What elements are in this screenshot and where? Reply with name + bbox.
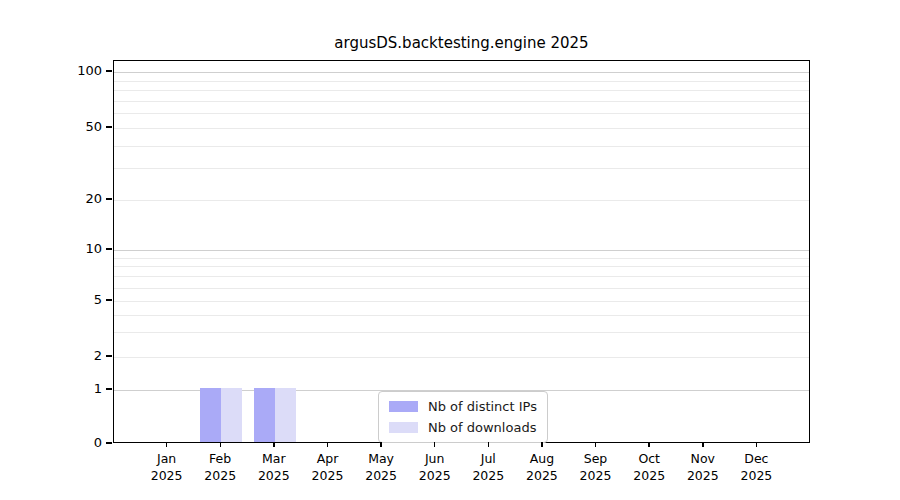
y-tick bbox=[106, 198, 112, 200]
x-tick bbox=[648, 442, 650, 447]
x-tick bbox=[756, 442, 758, 447]
bar-nb-of-distinct-ips-feb-2025 bbox=[200, 388, 221, 442]
x-tick bbox=[541, 442, 543, 447]
x-tick-label-year: 2025 bbox=[724, 467, 788, 484]
gridline-minor bbox=[114, 276, 809, 277]
y-tick-label: 2 bbox=[58, 348, 102, 364]
x-tick-label-month: Dec bbox=[724, 450, 788, 467]
y-tick bbox=[106, 442, 112, 444]
x-tick bbox=[380, 442, 382, 447]
bar-nb-of-downloads-feb-2025 bbox=[221, 388, 242, 442]
y-tick-label: 5 bbox=[58, 292, 102, 308]
gridline-major bbox=[114, 250, 809, 251]
gridline-minor bbox=[114, 168, 809, 169]
gridline-minor bbox=[114, 315, 809, 316]
x-tick bbox=[220, 442, 222, 447]
legend-label-downloads: Nb of downloads bbox=[428, 420, 536, 435]
plot-area bbox=[113, 60, 810, 443]
y-tick bbox=[106, 355, 112, 357]
y-tick bbox=[106, 299, 112, 301]
bar-nb-of-distinct-ips-mar-2025 bbox=[254, 388, 275, 442]
x-tick bbox=[273, 442, 275, 447]
x-tick bbox=[595, 442, 597, 447]
figure: argusDS.backtesting.engine 2025 Nb of di… bbox=[0, 0, 900, 500]
x-tick bbox=[166, 442, 168, 447]
gridline-major bbox=[114, 72, 809, 73]
gridline-minor bbox=[114, 90, 809, 91]
legend-label-distinct-ips: Nb of distinct IPs bbox=[428, 399, 537, 414]
gridline-minor bbox=[114, 332, 809, 333]
gridline-minor bbox=[114, 200, 809, 201]
gridline-minor bbox=[114, 301, 809, 302]
legend-item-distinct-ips: Nb of distinct IPs bbox=[389, 399, 537, 414]
gridline-minor bbox=[114, 146, 809, 147]
x-tick bbox=[702, 442, 704, 447]
y-tick bbox=[106, 70, 112, 72]
gridline-minor bbox=[114, 81, 809, 82]
x-tick bbox=[488, 442, 490, 447]
legend: Nb of distinct IPs Nb of downloads bbox=[378, 391, 548, 443]
gridline-minor bbox=[114, 113, 809, 114]
gridline-minor bbox=[114, 258, 809, 259]
legend-item-downloads: Nb of downloads bbox=[389, 420, 537, 435]
y-tick bbox=[106, 248, 112, 250]
x-tick-label: Dec2025 bbox=[724, 450, 788, 484]
y-tick-label: 10 bbox=[58, 241, 102, 257]
y-tick-label: 50 bbox=[58, 119, 102, 135]
x-tick bbox=[434, 442, 436, 447]
y-tick bbox=[106, 388, 112, 390]
gridline-minor bbox=[114, 101, 809, 102]
gridline-minor bbox=[114, 128, 809, 129]
y-tick-label: 20 bbox=[58, 191, 102, 207]
gridline-minor bbox=[114, 266, 809, 267]
legend-swatch-distinct-ips bbox=[389, 401, 418, 412]
y-tick-label: 100 bbox=[58, 63, 102, 79]
chart-title: argusDS.backtesting.engine 2025 bbox=[113, 34, 810, 52]
x-tick bbox=[327, 442, 329, 447]
y-tick-label: 1 bbox=[58, 381, 102, 397]
legend-swatch-downloads bbox=[389, 422, 418, 433]
gridline-minor bbox=[114, 288, 809, 289]
y-tick-label: 0 bbox=[58, 435, 102, 451]
bar-nb-of-downloads-mar-2025 bbox=[275, 388, 296, 442]
gridline-minor bbox=[114, 357, 809, 358]
y-tick bbox=[106, 126, 112, 128]
